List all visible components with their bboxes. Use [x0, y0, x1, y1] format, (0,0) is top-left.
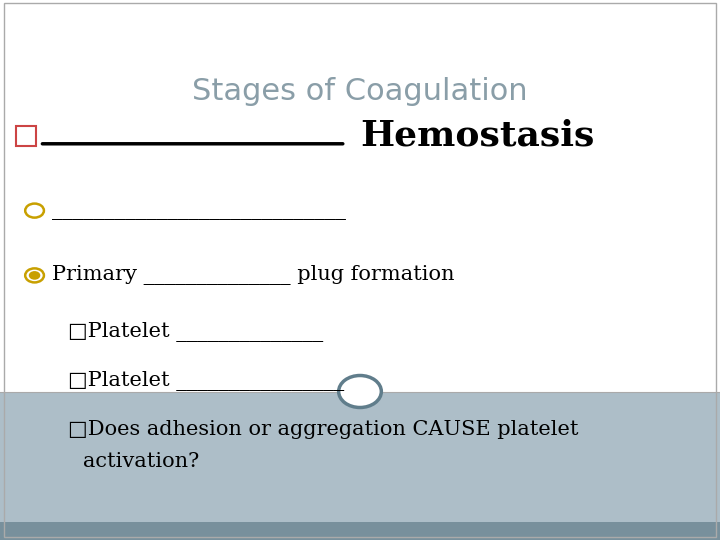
Text: ____________________________: ____________________________ — [52, 201, 346, 220]
Circle shape — [29, 271, 40, 280]
Text: □Platelet ______________: □Platelet ______________ — [68, 322, 324, 342]
Circle shape — [338, 375, 382, 408]
Text: □Platelet ________________: □Platelet ________________ — [68, 370, 345, 391]
Text: Hemostasis: Hemostasis — [360, 119, 595, 153]
FancyBboxPatch shape — [0, 522, 720, 540]
Text: Primary ______________ plug formation: Primary ______________ plug formation — [52, 265, 454, 286]
Text: □Does adhesion or aggregation CAUSE platelet: □Does adhesion or aggregation CAUSE plat… — [68, 420, 579, 439]
Text: activation?: activation? — [83, 452, 199, 471]
FancyBboxPatch shape — [0, 392, 720, 540]
Text: Stages of Coagulation: Stages of Coagulation — [192, 77, 528, 106]
Bar — [16, 126, 36, 146]
